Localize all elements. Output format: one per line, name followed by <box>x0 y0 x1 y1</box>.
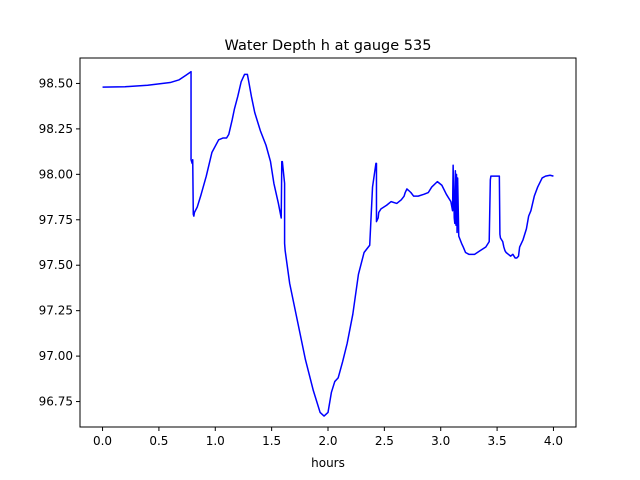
x-tick-label: 1.5 <box>262 434 281 448</box>
x-tick-label: 0.0 <box>93 434 112 448</box>
x-tick-label: 3.0 <box>431 434 450 448</box>
chart-title: Water Depth h at gauge 535 <box>225 38 432 54</box>
y-tick-label: 98.00 <box>39 167 73 181</box>
y-axis-ticks: 96.75 97.00 97.25 97.50 97.75 98.00 98.25 98.50 <box>39 76 80 409</box>
y-tick-label: 96.75 <box>39 395 73 409</box>
x-tick-label: 4.0 <box>544 434 563 448</box>
y-tick-label: 98.50 <box>39 76 73 90</box>
x-tick-label: 3.5 <box>488 434 507 448</box>
x-tick-label: 2.0 <box>318 434 337 448</box>
series-line-0 <box>102 70 554 417</box>
y-tick-label: 97.50 <box>39 258 73 272</box>
x-axis-ticks: 0.0 0.5 1.0 1.5 2.0 2.5 3.0 3.5 4.0 <box>93 427 563 448</box>
plot-marks <box>102 70 554 417</box>
y-tick-label: 98.25 <box>39 122 73 136</box>
y-tick-label: 97.25 <box>39 304 73 318</box>
y-tick-label: 97.00 <box>39 349 73 363</box>
x-tick-label: 2.5 <box>375 434 394 448</box>
x-tick-label: 0.5 <box>149 434 168 448</box>
y-tick-label: 97.75 <box>39 213 73 227</box>
x-axis-label: hours <box>311 456 345 470</box>
x-tick-label: 1.0 <box>206 434 225 448</box>
